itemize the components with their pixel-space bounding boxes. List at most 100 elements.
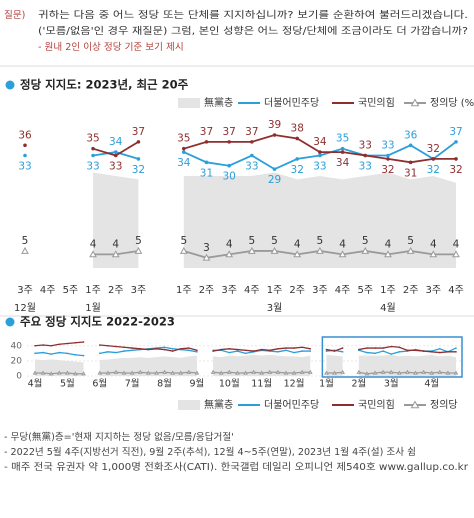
data-label: 33 bbox=[86, 161, 99, 173]
data-label: 33 bbox=[18, 161, 31, 173]
point bbox=[91, 153, 95, 158]
point bbox=[414, 349, 417, 352]
point bbox=[408, 160, 413, 165]
point bbox=[285, 347, 287, 349]
point bbox=[136, 140, 141, 144]
point bbox=[293, 351, 295, 354]
legend-label: 더불어민주당 bbox=[264, 399, 319, 411]
legend-label: 정의당 bbox=[430, 399, 458, 411]
point bbox=[366, 347, 368, 349]
x-tick-label: 2주 bbox=[108, 285, 124, 296]
point bbox=[398, 351, 401, 353]
data-label: 32 bbox=[449, 164, 462, 176]
point bbox=[361, 246, 370, 254]
point bbox=[439, 351, 441, 354]
point bbox=[431, 157, 436, 161]
chart-title: 주요 정당 지지도 2022-2023 bbox=[20, 315, 175, 329]
point bbox=[145, 370, 151, 375]
question-line: ('모름/없음'인 경우 재질문) 그럼, 본인 성향은 어느 정당/단체에 조… bbox=[38, 25, 468, 37]
point bbox=[260, 348, 263, 351]
point bbox=[186, 369, 192, 374]
legend-label: 국민의힘 bbox=[358, 97, 395, 109]
point bbox=[332, 370, 337, 375]
x-tick-label: 5월 bbox=[60, 378, 75, 390]
data-label: 33 bbox=[313, 161, 326, 173]
point bbox=[196, 349, 198, 352]
point bbox=[48, 371, 54, 376]
point bbox=[181, 146, 186, 151]
point bbox=[358, 348, 360, 351]
point bbox=[147, 348, 150, 351]
footnote: - 매주 전국 유권자 약 1,000명 전화조사(CATI). 한국갤럽 데일… bbox=[4, 461, 468, 473]
x-tick-label: 3주 bbox=[131, 285, 147, 296]
point bbox=[295, 157, 300, 161]
data-label: 33 bbox=[109, 161, 122, 173]
data-label: 5 bbox=[317, 235, 324, 247]
x-tick-label: 2주 bbox=[199, 285, 215, 296]
point bbox=[171, 350, 174, 352]
footnote: - 무당(無黨)층='현재 지지하는 정당 없음/모름/응답거절' bbox=[4, 431, 234, 443]
data-label: 33 bbox=[245, 161, 258, 173]
point bbox=[42, 351, 44, 354]
point bbox=[34, 344, 36, 347]
data-label: 5 bbox=[407, 235, 414, 247]
point bbox=[23, 153, 27, 158]
point bbox=[105, 370, 111, 375]
point bbox=[382, 350, 384, 352]
point bbox=[115, 351, 117, 354]
point bbox=[107, 344, 109, 347]
point bbox=[316, 246, 324, 254]
point bbox=[341, 347, 344, 349]
data-label: 38 bbox=[291, 122, 304, 134]
point bbox=[123, 350, 125, 352]
x-tick-label: 5주 bbox=[357, 285, 373, 296]
point bbox=[283, 370, 289, 375]
footnote: - 2022년 5월 4주(지방선거 직전), 9월 2주(추석), 12월 4… bbox=[4, 446, 416, 458]
data-label: 34 bbox=[109, 136, 123, 148]
x-tick-label: 8월 bbox=[157, 378, 172, 390]
point bbox=[210, 369, 216, 374]
data-label: 30 bbox=[222, 171, 235, 183]
x-tick-label: 5주 bbox=[63, 285, 79, 296]
point bbox=[202, 253, 211, 261]
point bbox=[162, 369, 167, 374]
point bbox=[129, 370, 135, 375]
point bbox=[384, 250, 392, 258]
x-tick-label: 4주 bbox=[448, 285, 464, 296]
question-line: 귀하는 다음 중 어느 정당 또는 단체를 지지하십니까? 보기를 순환하여 불… bbox=[38, 9, 468, 21]
point bbox=[163, 346, 166, 349]
point bbox=[341, 351, 344, 353]
point bbox=[181, 150, 186, 154]
y-tick-label: 40 bbox=[11, 341, 23, 351]
x-tick-label: 12월 bbox=[284, 378, 305, 390]
point bbox=[82, 354, 85, 357]
point bbox=[405, 369, 410, 374]
x-tick-label: 4월 bbox=[28, 378, 43, 390]
point bbox=[453, 370, 459, 375]
data-label: 5 bbox=[271, 235, 278, 247]
data-label: 32 bbox=[427, 143, 440, 155]
point bbox=[178, 370, 184, 375]
point bbox=[333, 350, 336, 352]
point bbox=[325, 350, 328, 352]
point bbox=[268, 349, 271, 352]
point bbox=[338, 250, 347, 258]
point bbox=[408, 143, 413, 148]
data-label: 4 bbox=[90, 238, 97, 250]
point bbox=[32, 370, 38, 375]
point bbox=[324, 370, 329, 375]
point bbox=[163, 348, 166, 351]
point bbox=[115, 345, 117, 348]
data-label: 5 bbox=[22, 235, 29, 247]
x-tick-label: 4주 bbox=[335, 285, 351, 296]
point bbox=[196, 351, 198, 353]
highlight-box bbox=[321, 336, 463, 378]
data-label: 33 bbox=[381, 140, 394, 152]
x-tick-label: 1주 bbox=[176, 285, 192, 296]
x-tick-label: 2주 bbox=[289, 285, 305, 296]
point bbox=[372, 370, 378, 375]
point bbox=[113, 153, 118, 158]
point bbox=[406, 246, 415, 254]
x-tick-label: 10월 bbox=[219, 378, 240, 390]
point bbox=[301, 350, 303, 352]
